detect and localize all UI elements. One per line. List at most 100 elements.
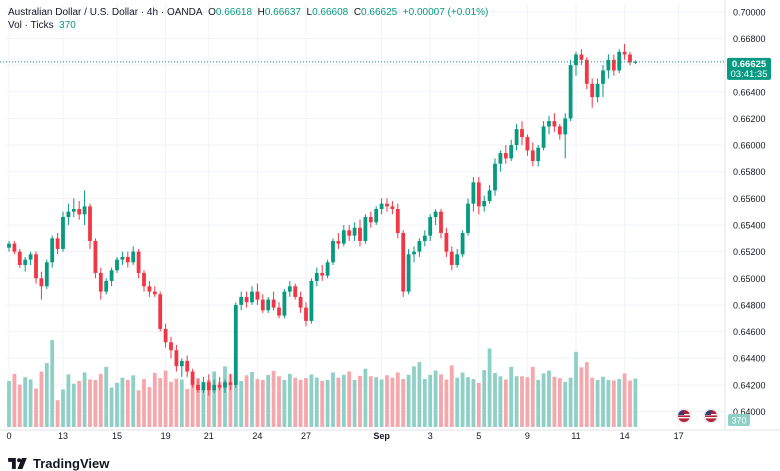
candle-body [125,256,130,263]
tradingview-logo-icon [8,458,27,469]
candle-body [584,59,589,84]
candle-body [163,328,168,343]
candle-body [379,203,384,210]
volume-bar [509,366,514,427]
volume-bar [395,372,400,427]
volume-bar [98,373,103,427]
candle [401,230,406,297]
volume-bar [595,380,600,427]
candle [584,57,589,90]
volume-bar [169,381,173,427]
candle-body [298,296,303,308]
candle-body [633,61,638,63]
candle-body [93,240,98,273]
candle [536,145,541,167]
candle [228,374,233,391]
candle [547,115,551,135]
volume-bar [271,371,276,427]
candle-body [336,240,341,244]
volume-bar [390,377,395,427]
low-label: L [306,7,313,18]
candle-body [385,203,389,207]
volume-bar [66,374,71,427]
candle-body [617,51,622,71]
candle [201,376,206,393]
close-label: C [353,7,362,18]
volume-bar [530,366,535,427]
volume-bar [115,382,119,427]
flag-us-icon[interactable] [703,408,719,424]
volume-bar [498,376,503,427]
volume-bar [574,351,578,427]
candle-body [471,182,476,204]
candle [28,251,33,265]
time-tick-label: 27 [301,431,311,441]
volume-bar [147,387,152,427]
candle [390,201,395,215]
candle [142,270,146,292]
volume-bar [541,373,546,427]
candle-body [422,235,427,241]
candle [17,248,22,268]
candle [449,246,454,271]
candle-body [244,296,249,303]
candle-body [131,251,136,263]
time-tick-label: 13 [58,431,68,441]
volume-bar [622,373,627,427]
candle-body [358,227,362,241]
volume-bar [120,377,125,427]
volume-bar [547,370,551,427]
candle [595,78,600,103]
candle [514,123,519,151]
time-tick-label: 19 [161,431,171,441]
volume-bar [439,374,443,427]
volume-bar [158,378,163,427]
volume-bar [552,376,557,427]
volume-bar [466,377,470,427]
candle [206,374,211,396]
candle [23,256,28,272]
candle [487,185,492,204]
symbol-title[interactable]: Australian Dollar / U.S. Dollar · 4h · O… [8,7,203,18]
candle-body [142,272,146,287]
volume-bar [358,375,362,427]
candle-body [347,230,352,236]
tradingview-logo[interactable]: TradingView [8,456,109,471]
event-icons[interactable] [676,408,719,424]
volume-bar [536,380,541,427]
candle-body [433,211,438,218]
candle [71,198,76,218]
volume-bar [471,379,476,427]
volume-bar [201,382,206,427]
volume-bar [206,380,211,427]
candle [77,201,82,220]
candle [239,291,244,311]
candle [503,145,508,164]
candle-body [55,238,60,249]
flag-au-us-icon[interactable] [676,408,692,424]
candle [185,355,190,377]
candle-body [7,243,11,248]
volume-bar [557,378,562,427]
candle [50,235,55,268]
candle-body [82,206,87,215]
candle-body [34,254,38,279]
time-axis[interactable]: 0 13 15 19 21 24 27 Sep 3 5 9 11 14 17 [6,431,683,441]
volume-bar [223,366,227,427]
volume-bar [520,376,524,427]
candle [66,203,71,225]
candle-body [460,232,465,255]
volume-bar [579,367,584,427]
candle-body [304,307,308,321]
price-axis[interactable]: 0.700000.668000.666000.664000.662000.660… [733,8,766,418]
candle [574,51,578,76]
candle [628,51,632,66]
volume-label[interactable]: Vol · Ticks [8,20,54,31]
high-value: 0.66637 [264,7,301,18]
price-tick-label: 0.66400 [733,87,766,97]
volume-bar [304,378,308,427]
volume-bar [23,377,28,427]
candle [444,227,449,257]
candle-body [120,256,125,260]
